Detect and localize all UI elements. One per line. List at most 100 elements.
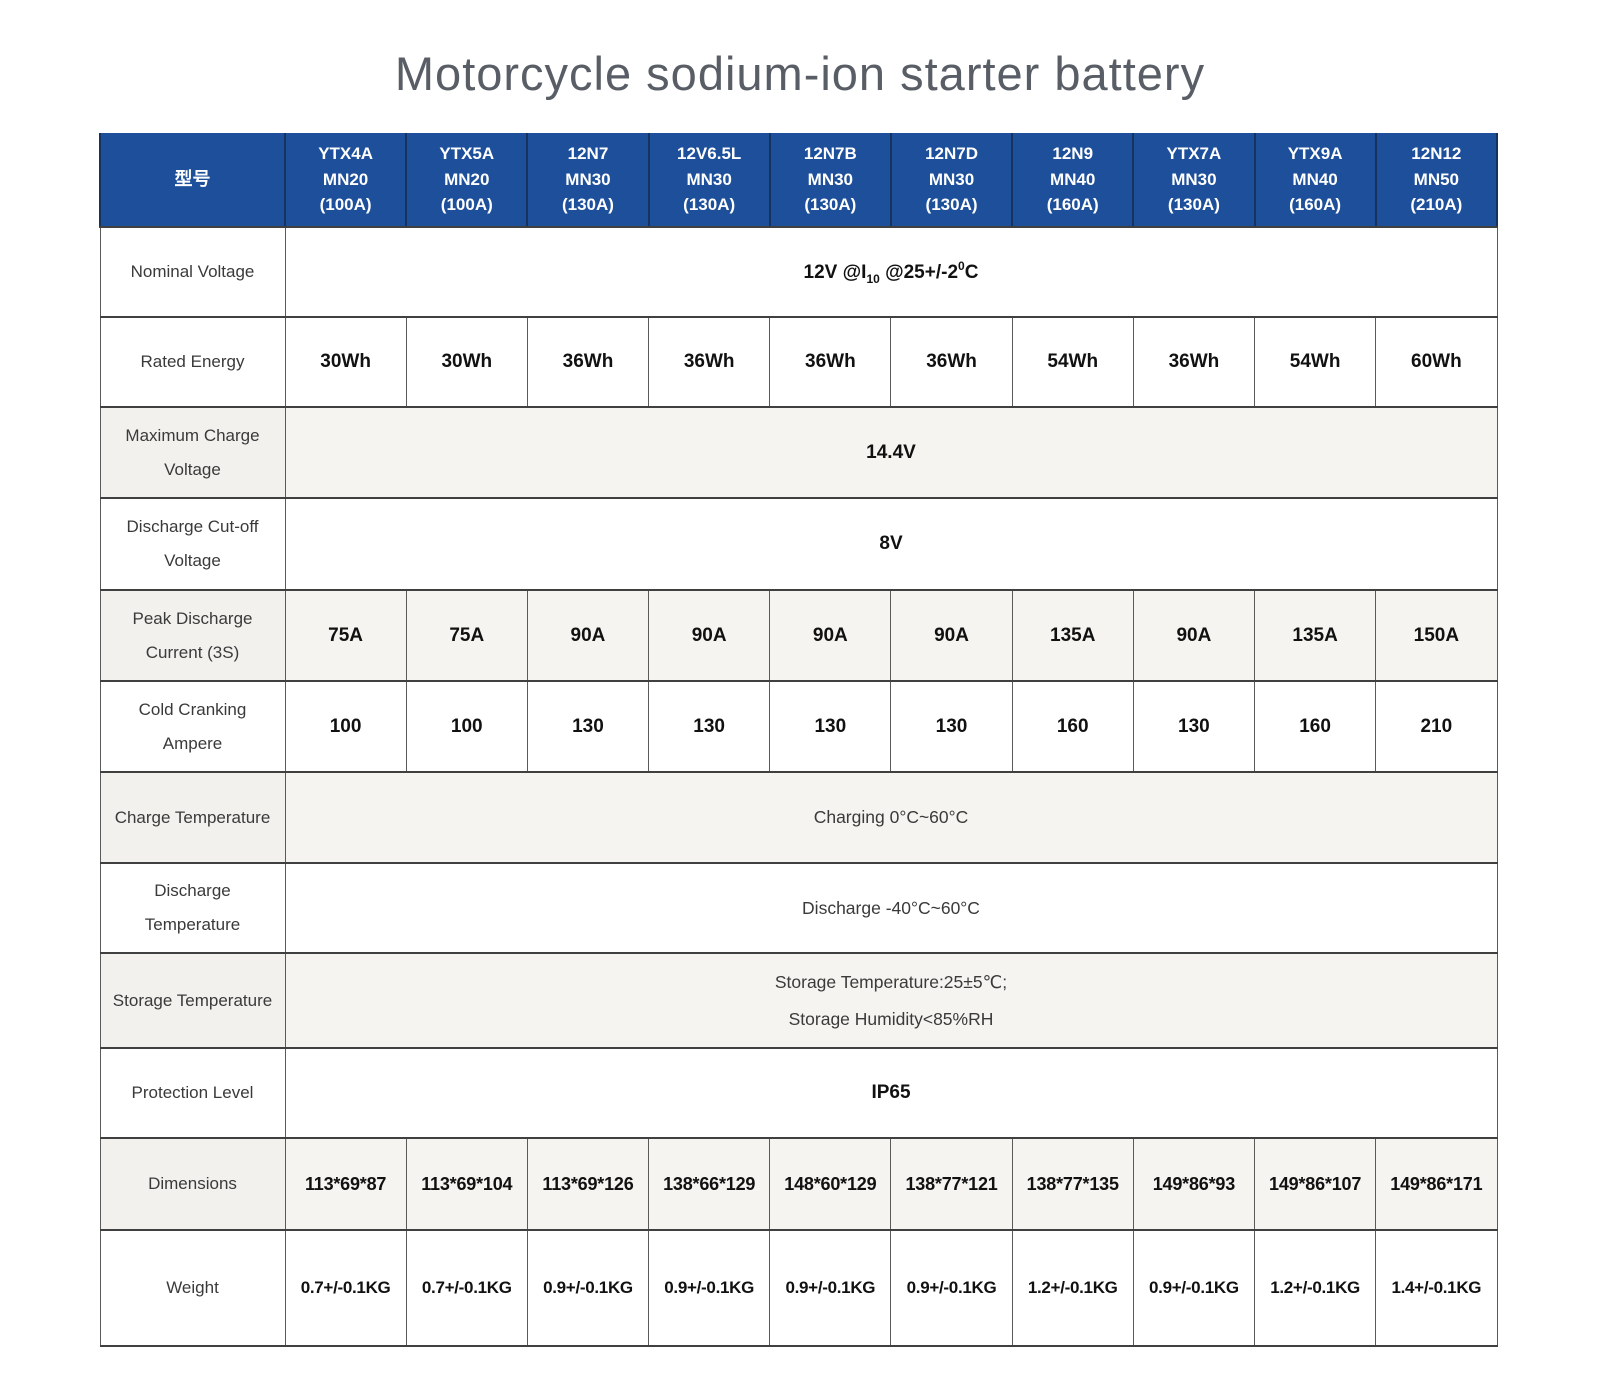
nominal-voltage-text: C [964, 261, 979, 283]
dimensions-cell: 113*69*126 [526, 1137, 650, 1231]
column-header-12n7b: 12N7B MN30 (130A) [768, 133, 892, 228]
model-name: 12N7D [925, 144, 978, 164]
model-series: MN30 [686, 169, 732, 189]
model-current: (210A) [1410, 195, 1463, 215]
rated-energy-cell: 30Wh [405, 316, 528, 408]
cold-cranking-cell: 130 [1132, 680, 1256, 773]
nominal-voltage-superscript: 0 [958, 258, 965, 273]
row-label-discharge-cutoff-voltage: Discharge Cut-off Voltage [99, 497, 286, 591]
column-header-12n7: 12N7 MN30 (130A) [526, 133, 650, 228]
page-title: Motorcycle sodium-ion starter battery [394, 47, 1206, 100]
row-label-protection-level: Protection Level [99, 1047, 286, 1139]
row-label-rated-energy: Rated Energy [99, 316, 286, 408]
row-nominal-voltage: Nominal Voltage 12V @I10 @25+/-20C [99, 226, 1498, 318]
model-series: MN40 [1050, 169, 1096, 189]
peak-discharge-cell: 135A [1253, 589, 1377, 682]
cold-cranking-cell: 100 [405, 680, 528, 773]
peak-discharge-cell: 75A [405, 589, 528, 682]
row-charge-temperature: Charge Temperature Charging 0°C~60°C [99, 771, 1498, 864]
row-protection-level: Protection Level IP65 [99, 1047, 1498, 1139]
discharge-cutoff-voltage-value: 8V [284, 497, 1498, 591]
weight-cell: 0.9+/-0.1KG [1132, 1229, 1256, 1347]
row-peak-discharge-current: Peak Discharge Current (3S) 75A 75A 90A … [99, 589, 1498, 682]
row-label-cold-cranking-ampere: Cold Cranking Ampere [99, 680, 286, 773]
weight-cell: 0.9+/-0.1KG [526, 1229, 650, 1347]
rated-energy-cell: 54Wh [1011, 316, 1134, 408]
row-label-charge-temperature: Charge Temperature [99, 771, 286, 864]
model-current: (130A) [683, 195, 736, 215]
header-row: 型号 YTX4A MN20 (100A) YTX5A MN20 (100A) 1… [99, 133, 1499, 228]
column-header-ytx9a: YTX9A MN40 (160A) [1253, 133, 1377, 228]
model-series: MN30 [1171, 169, 1217, 189]
storage-humidity-line: Storage Humidity<85%RH [788, 1008, 994, 1029]
column-header-12n9: 12N9 MN40 (160A) [1011, 133, 1135, 228]
row-label-nominal-voltage: Nominal Voltage [99, 226, 286, 318]
weight-cell: 1.2+/-0.1KG [1253, 1229, 1377, 1347]
column-header-model: 型号 [99, 133, 286, 228]
row-discharge-cutoff-voltage: Discharge Cut-off Voltage 8V [99, 497, 1498, 591]
row-max-charge-voltage: Maximum Charge Voltage 14.4V [99, 406, 1498, 499]
model-name: 12N7 [567, 144, 609, 164]
weight-cell: 1.2+/-0.1KG [1011, 1229, 1134, 1347]
model-name: YTX5A [439, 144, 495, 164]
discharge-temperature-value: Discharge -40°C~60°C [284, 862, 1498, 954]
column-header-12n12: 12N12 MN50 (210A) [1374, 133, 1499, 228]
rated-energy-cell: 54Wh [1253, 316, 1377, 408]
storage-temperature-value: Storage Temperature:25±5℃; Storage Humid… [284, 952, 1498, 1049]
dimensions-cell: 148*60*129 [769, 1137, 892, 1231]
column-header-12v65l: 12V6.5L MN30 (130A) [647, 133, 771, 228]
dimensions-cell: 149*86*107 [1253, 1137, 1377, 1231]
cold-cranking-cell: 130 [648, 680, 771, 773]
model-current: (130A) [804, 195, 857, 215]
model-series: MN20 [322, 169, 369, 189]
weight-cell: 0.7+/-0.1KG [405, 1229, 528, 1347]
max-charge-voltage-value: 14.4V [284, 406, 1498, 499]
weight-cell: 0.9+/-0.1KG [769, 1229, 892, 1347]
peak-discharge-cell: 90A [890, 589, 1013, 682]
battery-spec-table: 型号 YTX4A MN20 (100A) YTX5A MN20 (100A) 1… [99, 133, 1499, 1347]
model-name: YTX7A [1166, 144, 1222, 164]
rated-energy-cell: 36Wh [526, 316, 650, 408]
cold-cranking-cell: 100 [284, 680, 407, 773]
weight-cell: 0.7+/-0.1KG [284, 1229, 407, 1347]
column-header-ytx4a: YTX4A MN20 (100A) [283, 133, 408, 228]
row-discharge-temperature: Discharge Temperature Discharge -40°C~60… [99, 862, 1498, 954]
dimensions-cell: 113*69*87 [284, 1137, 407, 1231]
model-series: MN30 [565, 169, 611, 189]
nominal-voltage-value: 12V @I10 @25+/-20C [284, 226, 1498, 318]
row-dimensions: Dimensions 113*69*87 113*69*104 113*69*1… [99, 1137, 1498, 1231]
rated-energy-cell: 30Wh [284, 316, 407, 408]
model-series: MN30 [928, 169, 975, 189]
rated-energy-cell: 60Wh [1375, 316, 1498, 408]
model-current: (130A) [925, 195, 978, 215]
dimensions-cell: 149*86*171 [1375, 1137, 1498, 1231]
model-current: (130A) [1167, 195, 1220, 215]
dimensions-cell: 138*66*129 [648, 1137, 771, 1231]
row-weight: Weight 0.7+/-0.1KG 0.7+/-0.1KG 0.9+/-0.1… [99, 1229, 1498, 1347]
weight-cell: 0.9+/-0.1KG [648, 1229, 771, 1347]
row-label-storage-temperature: Storage Temperature [99, 952, 286, 1049]
model-series: MN20 [444, 169, 490, 189]
model-name: YTX9A [1287, 144, 1343, 164]
cold-cranking-cell: 130 [890, 680, 1013, 773]
peak-discharge-cell: 150A [1375, 589, 1498, 682]
model-series: MN40 [1292, 169, 1338, 189]
rated-energy-cell: 36Wh [648, 316, 771, 408]
peak-discharge-cell: 75A [284, 589, 407, 682]
row-cold-cranking-ampere: Cold Cranking Ampere 100 100 130 130 130… [99, 680, 1498, 773]
model-current: (160A) [1046, 195, 1099, 215]
model-name: 12N9 [1052, 144, 1094, 164]
cold-cranking-cell: 160 [1253, 680, 1377, 773]
charge-temperature-value: Charging 0°C~60°C [284, 771, 1498, 864]
model-series: MN30 [807, 169, 854, 189]
column-header-ytx5a: YTX5A MN20 (100A) [405, 133, 529, 228]
model-current: (130A) [561, 195, 614, 215]
peak-discharge-cell: 90A [526, 589, 650, 682]
protection-level-value: IP65 [284, 1047, 1498, 1139]
weight-cell: 1.4+/-0.1KG [1375, 1229, 1498, 1347]
cold-cranking-cell: 160 [1011, 680, 1134, 773]
row-label-dimensions: Dimensions [99, 1137, 286, 1231]
dimensions-cell: 149*86*93 [1132, 1137, 1256, 1231]
nominal-voltage-text: @25+/-2 [879, 261, 959, 283]
rated-energy-cell: 36Wh [1132, 316, 1256, 408]
